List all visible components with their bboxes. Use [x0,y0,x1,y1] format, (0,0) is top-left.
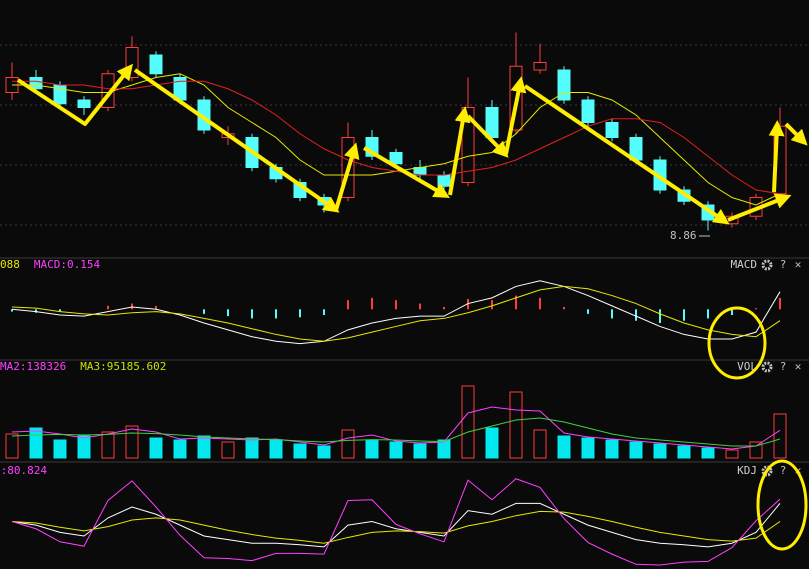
indicator-line [11,285,781,342]
volume-bar [485,427,499,459]
help-button[interactable]: ? [780,360,787,373]
volume-bar [701,447,715,459]
trend-arrow [784,122,808,146]
volume-bar [461,385,475,459]
volume-bar [101,431,115,459]
volume-bar [5,433,19,459]
volume-bar [773,413,787,459]
volume-bar [221,441,235,459]
trend-arrow [504,76,527,155]
indicator-line [11,417,781,447]
indicator-line [11,406,781,450]
legend-label: MA3:95185.602 [80,360,166,373]
volume-bar [293,443,307,459]
trend-arrow [362,146,450,199]
volume-bar [389,441,403,459]
volume-bar [557,435,571,459]
trend-arrow [523,84,730,225]
legend-label: J:80.824 [0,464,47,477]
volume-bar [653,443,667,459]
candle-body [485,107,499,138]
trend-arrow [727,193,792,222]
candle-body [29,77,43,90]
volume-bar [197,435,211,459]
volume-bar [581,437,595,459]
volume-bar [437,439,451,459]
volume-bar [341,429,355,459]
close-button[interactable]: ✕ [795,258,802,271]
volume-bar [365,439,379,459]
trend-arrow [768,120,785,193]
grid [0,44,809,463]
panel-label: VOL [737,360,757,373]
volume-bar [725,449,739,459]
volume-bar [413,443,427,459]
volume-bar [29,427,43,459]
trend-annotations [16,63,808,551]
trend-arrow [448,106,471,196]
volume-bar [77,435,91,459]
legend-label: MA2:138326 [0,360,66,373]
legend-label: MACD:0.154 [34,258,101,271]
volume-bar [677,445,691,459]
trend-arrow [466,114,509,158]
highlight-circle [756,459,808,551]
candle-body [533,62,547,71]
volume-bar [173,439,187,459]
candle-body [581,99,595,123]
low-price-label: 8.86 [670,229,697,242]
volume-bar [125,425,139,459]
indicator-line [11,510,781,544]
volume-bar [245,437,259,459]
volume-bar [533,429,547,459]
trend-arrow [334,142,360,211]
settings-button[interactable] [761,465,773,477]
close-button[interactable]: ✕ [795,360,802,373]
volume-bar [269,439,283,459]
legend-label: 088 [0,258,20,271]
trend-arrow [16,63,133,126]
volume-bar [317,445,331,459]
indicator-line [11,478,781,566]
volume-bar [509,391,523,459]
panel-label: MACD [731,258,758,271]
candle-body [149,54,163,75]
settings-button[interactable] [761,361,773,373]
volume-bar [53,439,67,459]
help-button[interactable]: ? [780,258,787,271]
indicator-line [11,280,781,345]
volume-bar [605,439,619,459]
candle-body [389,152,403,165]
candle-body [77,99,91,108]
indicator-line [11,502,781,548]
panel-label: KDJ [737,464,757,477]
settings-button[interactable] [761,259,773,271]
candle-body [437,174,451,187]
help-button[interactable]: ? [780,464,787,477]
candle-body [605,122,619,138]
volume-bar [629,441,643,459]
trend-arrow [133,68,340,213]
highlight-circle [707,306,767,380]
volume-bar [149,437,163,459]
indicator-line [12,80,781,195]
